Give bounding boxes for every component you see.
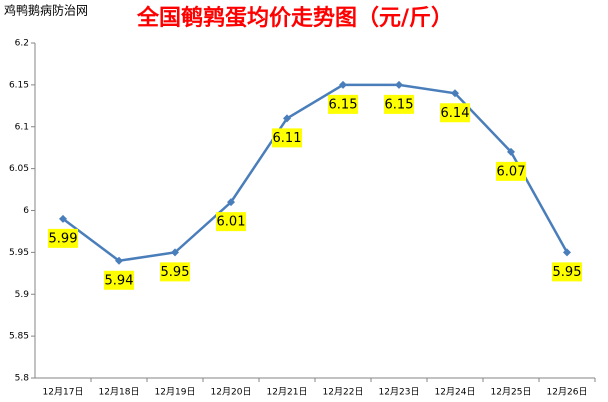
marker	[59, 214, 67, 223]
label-box	[216, 212, 246, 232]
marker	[171, 248, 179, 257]
label-box	[384, 94, 414, 114]
data-label: 6.15	[385, 97, 414, 112]
data-label: 5.95	[553, 265, 582, 280]
data-label: 6.15	[329, 97, 358, 112]
x-tick-label: 12月17日	[43, 387, 84, 398]
x-tick-label: 12月19日	[155, 387, 196, 398]
marker	[339, 80, 347, 89]
marker	[227, 198, 235, 207]
x-tick-label: 12月26日	[547, 387, 588, 398]
label-box	[496, 161, 526, 181]
x-tick-label: 12月24日	[435, 387, 476, 398]
y-tick-label: 6.1	[15, 122, 29, 132]
data-label: 6.11	[273, 131, 302, 146]
marker	[563, 248, 571, 257]
x-tick-label: 12月21日	[267, 387, 308, 398]
x-tick-label: 12月22日	[323, 387, 364, 398]
y-tick-label: 5.8	[15, 374, 30, 384]
label-box	[328, 94, 358, 114]
x-tick-label: 12月20日	[211, 387, 252, 398]
marker	[283, 114, 291, 123]
data-label: 6.14	[441, 106, 470, 121]
data-label: 6.01	[217, 215, 246, 230]
chart-title: 全国鹌鹑蛋均价走势图（元/斤）	[136, 5, 453, 31]
y-tick-label: 5.95	[9, 248, 29, 258]
y-tick-label: 5.85	[9, 332, 29, 342]
label-box	[552, 262, 582, 282]
line	[62, 83, 569, 263]
x-tick-label: 12月23日	[379, 387, 420, 398]
y-tick-label: 6.2	[15, 39, 29, 49]
label-box	[48, 228, 78, 248]
marker	[395, 80, 403, 89]
watermark: 鸡鸭鹅病防治网	[4, 3, 88, 18]
label-box	[272, 128, 302, 148]
y-tick-label: 6	[23, 206, 29, 216]
data-label: 5.95	[161, 265, 190, 280]
marker	[115, 256, 123, 265]
data-label: 6.07	[497, 164, 526, 179]
label-box	[160, 262, 190, 282]
x-tick-label: 12月25日	[491, 387, 532, 398]
marker	[451, 89, 459, 98]
y-tick-label: 6.15	[9, 80, 29, 90]
marker	[507, 147, 515, 156]
x-tick-label: 12月18日	[99, 387, 140, 398]
y-tick-label: 6.05	[9, 164, 29, 174]
data-label: 5.99	[49, 231, 78, 246]
label-box	[440, 103, 470, 123]
label-box	[104, 270, 134, 290]
data-label: 5.94	[105, 273, 134, 288]
y-tick-label: 5.9	[15, 290, 30, 300]
